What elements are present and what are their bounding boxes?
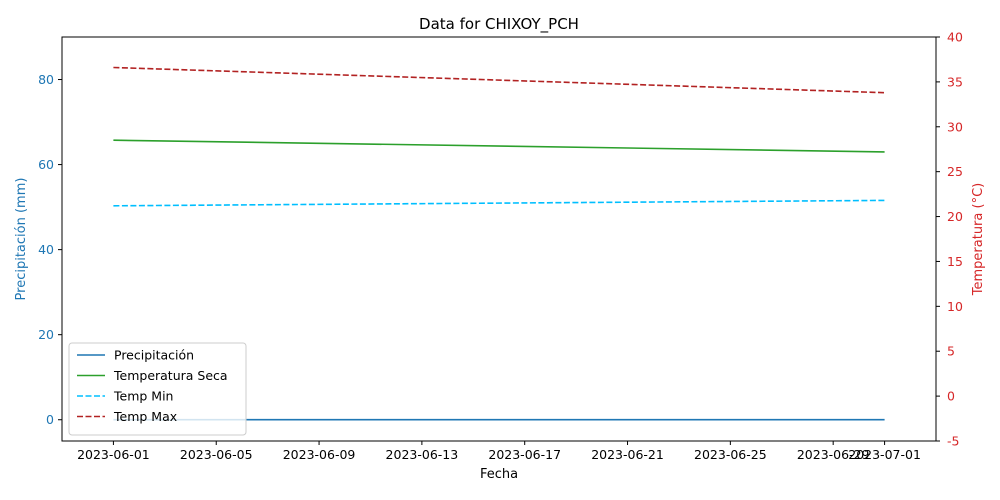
x-tick-label: 2023-06-13 [386, 447, 459, 462]
y-axis-right-title: Temperatura (°C) [971, 183, 986, 296]
x-tick-label: 2023-06-01 [77, 447, 150, 462]
y-left-tick-label: 40 [38, 242, 54, 257]
legend-label: Temperatura Seca [113, 368, 228, 383]
y-right-tick-label: 25 [947, 164, 963, 179]
x-tick-label: 2023-06-05 [180, 447, 253, 462]
y-right-tick-label: -5 [947, 434, 959, 449]
y-axis-left: 0 20 40 60 80 [38, 72, 62, 427]
y-left-tick-label: 60 [38, 157, 54, 172]
y-right-tick-label: 40 [947, 30, 963, 45]
legend-label: Precipitación [114, 348, 194, 363]
x-tick-label: 2023-06-25 [694, 447, 767, 462]
x-tick-label: 2023-06-09 [283, 447, 356, 462]
y-right-tick-label: 30 [947, 119, 963, 134]
series-line-temperatura-seca [113, 139, 885, 153]
x-axis: 2023-06-01 2023-06-05 2023-06-09 2023-06-13… [77, 441, 921, 462]
legend-box [68, 342, 247, 436]
legend-label: Temp Min [113, 389, 173, 404]
x-tick-label: 2023-06-29 [797, 447, 870, 462]
legend-label: Temp Max [113, 409, 177, 424]
y-left-tick-label: 20 [38, 327, 54, 342]
plot-frame [61, 36, 937, 442]
y-right-tick-label: 5 [947, 344, 955, 359]
chart-title: Data for CHIXOY_PCH [419, 15, 579, 34]
legend: Precipitación Temperatura Seca Temp Min Tem… [68, 342, 247, 436]
y-left-tick-label: 80 [38, 72, 54, 87]
series-line-temp-min [113, 199, 885, 207]
y-axis-right: -5 0 5 10 15 20 25 30 35 40 [936, 30, 963, 449]
x-tick-label: 2023-06-21 [591, 447, 664, 462]
y-right-tick-label: 10 [947, 299, 963, 314]
y-right-tick-label: 0 [947, 389, 955, 404]
y-right-tick-label: 15 [947, 254, 963, 269]
x-tick-label: 2023-07-01 [848, 447, 921, 462]
x-axis-title: Fecha [480, 467, 518, 482]
y-left-tick-label: 0 [46, 412, 54, 427]
y-right-tick-label: 35 [947, 74, 963, 89]
y-right-tick-label: 20 [947, 209, 963, 224]
x-tick-label: 2023-06-17 [488, 447, 561, 462]
series-line-temp-max [113, 66, 885, 94]
y-axis-left-title: Precipitación (mm) [14, 178, 29, 301]
